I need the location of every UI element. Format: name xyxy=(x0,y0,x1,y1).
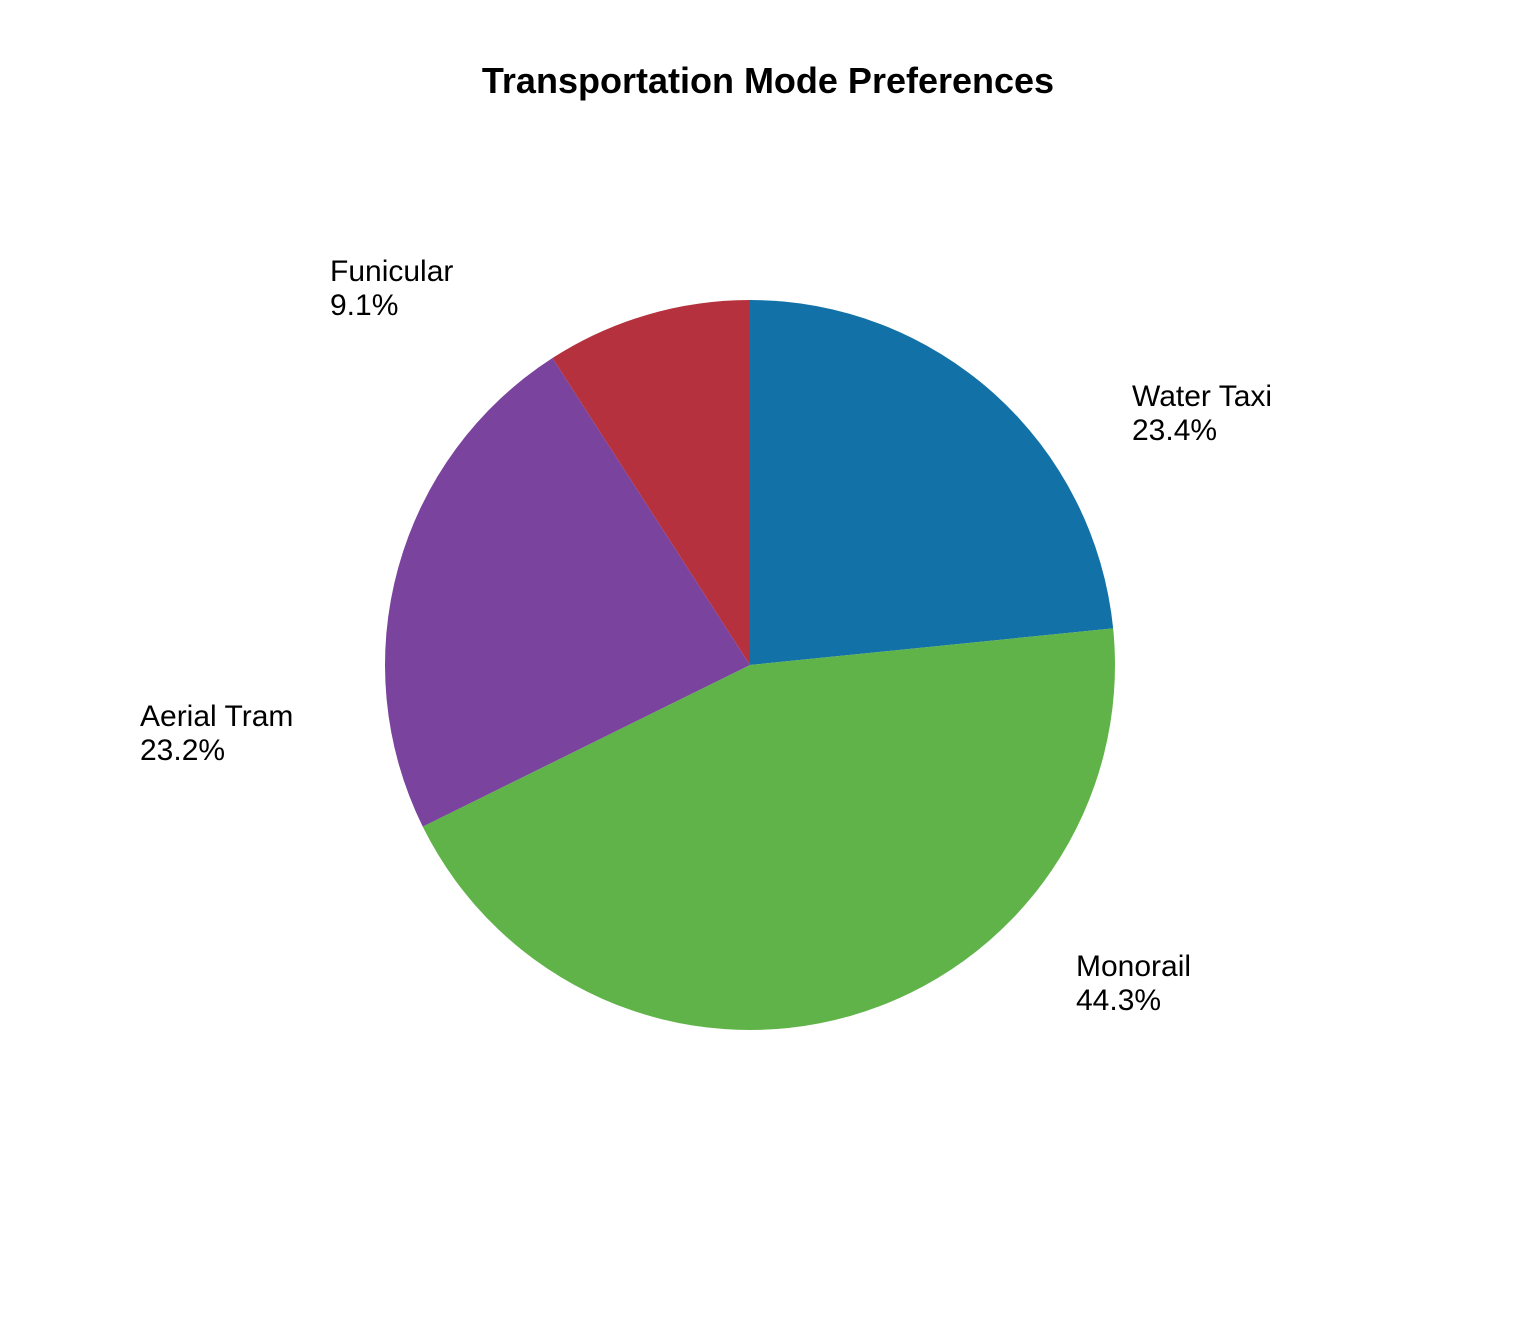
slice-percent-text-1: 44.3% xyxy=(1076,984,1161,1017)
slice-label-text-1: Monorail xyxy=(1076,950,1191,983)
slice-label-text-3: Funicular xyxy=(330,255,453,288)
pie-svg xyxy=(350,265,1150,1065)
slice-label-water-taxi: Water Taxi 23.4% xyxy=(1132,380,1272,448)
slice-percent-text-3: 9.1% xyxy=(330,289,398,322)
chart-title: Transportation Mode Preferences xyxy=(0,60,1536,102)
pie-chart: Transportation Mode Preferences Water Ta… xyxy=(0,0,1536,1326)
slice-label-aerial-tram: Aerial Tram 23.2% xyxy=(140,700,293,768)
pie-slice-0 xyxy=(750,300,1113,665)
slice-label-funicular: Funicular 9.1% xyxy=(330,255,453,323)
slice-label-text-2: Aerial Tram xyxy=(140,700,293,733)
slice-label-monorail: Monorail 44.3% xyxy=(1076,950,1191,1018)
slice-percent-text-0: 23.4% xyxy=(1132,414,1217,447)
slice-label-text-0: Water Taxi xyxy=(1132,380,1272,413)
slice-percent-text-2: 23.2% xyxy=(140,734,225,767)
